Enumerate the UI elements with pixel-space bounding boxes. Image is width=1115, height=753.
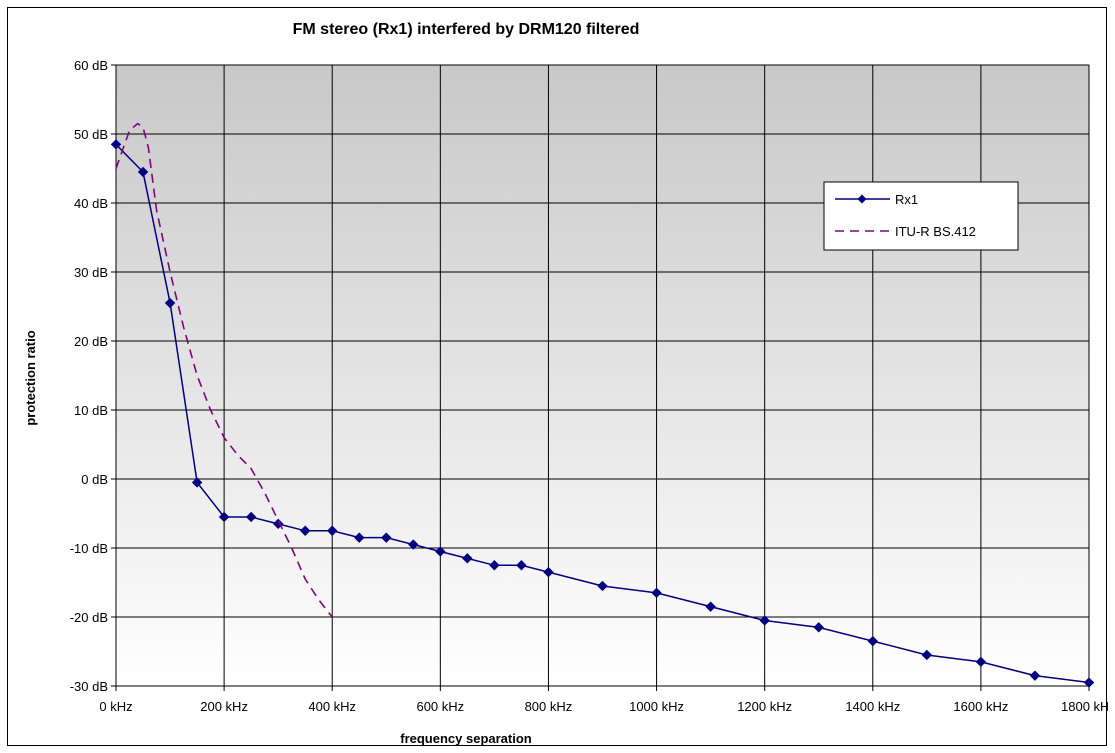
data-point-rx1 <box>975 656 987 668</box>
y-tick-label: 40 dB <box>74 196 108 211</box>
chart-svg: 60 dB 50 dB 40 dB 30 dB 20 dB 10 dB 0 dB -10 dB… <box>23 21 1108 746</box>
data-point-rx1 <box>1029 670 1041 681</box>
data-point-rx1 <box>543 566 554 578</box>
x-tick-label: 1800 kHz <box>1061 699 1108 714</box>
data-point-rx1 <box>813 622 824 633</box>
y-tick-label: 10 dB <box>74 403 108 418</box>
data-point-rx1 <box>921 649 933 661</box>
legend-box <box>823 181 1019 251</box>
data-point-rx1 <box>408 539 419 550</box>
data-point-rx1 <box>354 532 365 543</box>
x-tick-label: 400 kHz <box>308 699 356 714</box>
data-point-rx1 <box>867 635 878 647</box>
y-tick-label: -30 dB <box>70 679 108 694</box>
legend-label-rx1: Rx1 <box>895 192 918 207</box>
data-point-rx1 <box>137 166 149 178</box>
data-point-rx1 <box>164 297 176 309</box>
x-tick-label: 1600 kHz <box>953 699 1008 714</box>
data-point-rx1 <box>299 525 311 536</box>
y-tick-label: -20 dB <box>70 610 108 625</box>
data-point-rx1 <box>597 580 608 592</box>
data-point-rx1 <box>381 532 392 543</box>
x-tick-label: 1400 kHz <box>845 699 900 714</box>
data-point-rx1 <box>110 139 122 150</box>
y-tick-label: 20 dB <box>74 334 108 349</box>
x-tick-label: 600 kHz <box>416 699 464 714</box>
data-point-rx1 <box>272 518 284 530</box>
data-point-rx1 <box>1083 677 1095 688</box>
data-point-rx1 <box>516 560 527 571</box>
data-point-rx1 <box>705 601 716 612</box>
y-tick-label: 60 dB <box>74 58 108 73</box>
data-point-rx1 <box>327 525 338 536</box>
data-point-rx1 <box>489 560 500 571</box>
x-tick-label: 1000 kHz <box>629 699 684 714</box>
y-tick-label: 50 dB <box>74 127 108 142</box>
data-point-rx1 <box>759 615 770 626</box>
x-tick-label: 800 kHz <box>525 699 573 714</box>
y-tick-label: 0 dB <box>81 472 108 487</box>
x-axis-title: frequency separation <box>400 731 532 746</box>
data-point-rx1 <box>651 587 662 599</box>
y-tick-label: 30 dB <box>74 265 108 280</box>
x-tick-label: 200 kHz <box>200 699 248 714</box>
series-line-itu <box>115 122 333 618</box>
data-point-rx1 <box>462 553 473 564</box>
x-tick-label: 1200 kHz <box>737 699 792 714</box>
legend-marker-rx1 <box>857 194 867 204</box>
data-point-rx1 <box>245 511 257 523</box>
data-point-rx1 <box>435 546 446 557</box>
series-group <box>110 122 1095 688</box>
tick-labels: 60 dB 50 dB 40 dB 30 dB 20 dB 10 dB 0 dB -10 dB… <box>70 58 1108 714</box>
legend: Rx1 ITU-R BS.412 <box>823 181 1019 251</box>
chart-title: FM stereo (Rx1) interfered by DRM120 fil… <box>293 21 640 38</box>
data-point-rx1 <box>218 511 230 523</box>
x-tick-label: 0 kHz <box>99 699 132 714</box>
data-point-rx1 <box>191 477 203 488</box>
y-tick-label: -10 dB <box>70 541 108 556</box>
chart-frame: 60 dB 50 dB 40 dB 30 dB 20 dB 10 dB 0 dB -10 dB… <box>7 7 1108 746</box>
legend-label-itu: ITU-R BS.412 <box>895 224 976 239</box>
plot-area <box>115 64 1090 687</box>
y-axis-title: protection ratio <box>23 330 38 425</box>
